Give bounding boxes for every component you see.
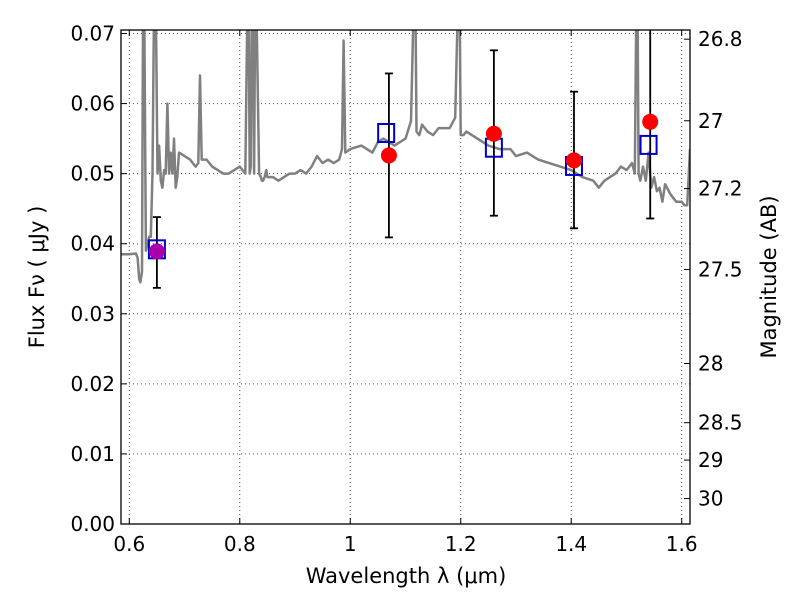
observed-point bbox=[565, 152, 582, 169]
model-photometry-layer bbox=[147, 123, 658, 260]
mag-tick-label: 27 bbox=[698, 109, 723, 133]
y-tick-label: 0.04 bbox=[70, 232, 115, 256]
mag-tick-label: 26.8 bbox=[698, 27, 743, 51]
x-tick-label: 1.4 bbox=[555, 532, 587, 556]
spectrum-layer bbox=[121, 30, 690, 284]
mag-tick-label: 30 bbox=[698, 487, 723, 511]
mag-tick-label: 28.5 bbox=[698, 411, 743, 435]
mag-tick-label: 27.2 bbox=[698, 177, 743, 201]
mag-tick-label: 27.5 bbox=[698, 258, 743, 282]
grid-lines bbox=[121, 30, 690, 525]
y-axis-right-label: Magnitude (AB) bbox=[757, 195, 781, 358]
y-tick-label: 0.06 bbox=[70, 92, 115, 116]
y-tick-label: 0.05 bbox=[70, 162, 115, 186]
observed-photometry-layer bbox=[148, 113, 659, 260]
observed-point bbox=[380, 147, 397, 164]
observed-point bbox=[642, 113, 659, 130]
plot-frame bbox=[120, 29, 691, 525]
y-tick-label: 0.01 bbox=[70, 442, 115, 466]
observed-point bbox=[485, 125, 502, 142]
y-tick-label: 0.07 bbox=[70, 22, 115, 46]
y-tick-label: 0.03 bbox=[70, 302, 115, 326]
y-axis-label: Flux Fν ( μJy ) bbox=[25, 206, 49, 349]
y-tick-label: 0.02 bbox=[70, 372, 115, 396]
y-tick-label: 0.00 bbox=[70, 512, 115, 536]
x-tick-label: 1 bbox=[344, 532, 357, 556]
mag-tick-label: 29 bbox=[698, 448, 723, 472]
x-axis-label: Wavelength λ (μm) bbox=[306, 564, 507, 588]
x-tick-label: 1.2 bbox=[445, 532, 477, 556]
axis-ticks: 0.6 0.8 1 1.2 1.4 1.6 0.00 0.01 0.02 0.03 0.04 0.05… bbox=[70, 22, 742, 556]
x-tick-label: 0.8 bbox=[224, 532, 256, 556]
mag-tick-label: 28 bbox=[698, 351, 723, 375]
x-tick-label: 1.6 bbox=[666, 532, 698, 556]
x-tick-label: 0.6 bbox=[113, 532, 145, 556]
model-photometry-square bbox=[639, 134, 658, 155]
model-photometry-square bbox=[377, 123, 396, 144]
spectrum-line bbox=[121, 30, 690, 284]
observed-point bbox=[148, 243, 165, 260]
